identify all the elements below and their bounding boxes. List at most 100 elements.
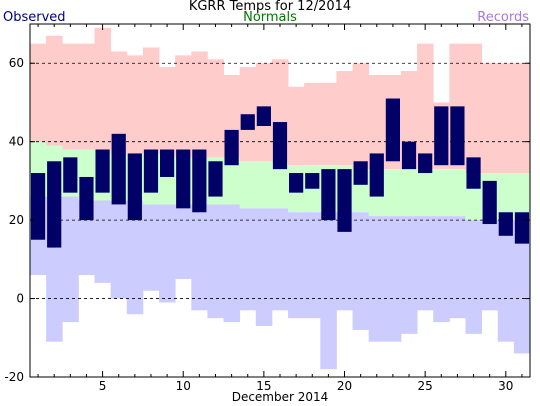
observed-bar <box>353 161 368 185</box>
observed-bar <box>385 98 400 162</box>
record-high-band <box>191 51 208 158</box>
x-tick-label: 10 <box>176 379 191 393</box>
legend-records: Records <box>477 10 529 25</box>
observed-bar <box>47 161 62 248</box>
x-tick-label: 20 <box>337 379 352 393</box>
y-tick-label: 20 <box>9 213 24 227</box>
observed-bar <box>111 133 126 205</box>
record-low-band <box>433 216 450 323</box>
observed-bar <box>176 149 191 209</box>
y-tick-label: 40 <box>9 135 24 149</box>
observed-bar <box>337 169 352 232</box>
record-high-band <box>110 51 128 154</box>
record-low-band <box>320 212 337 370</box>
legend-observed: Observed <box>3 10 66 25</box>
record-low-band <box>304 212 321 319</box>
record-high-band <box>465 43 483 174</box>
record-low-band <box>368 216 386 342</box>
record-high-band <box>513 63 531 174</box>
observed-bar <box>289 173 304 193</box>
y-tick-label: 60 <box>9 56 24 70</box>
record-high-band <box>207 59 224 158</box>
observed-bar <box>450 106 465 166</box>
normal-band <box>497 173 515 221</box>
observed-bar <box>498 212 513 236</box>
observed-bar <box>160 149 175 177</box>
record-low-band <box>384 216 402 342</box>
observed-bar <box>224 129 239 166</box>
normal-band <box>384 169 402 217</box>
observed-bar <box>466 157 481 189</box>
record-high-band <box>336 71 353 166</box>
y-tick-label: -20 <box>4 370 24 384</box>
record-high-band <box>352 63 370 170</box>
observed-bars <box>30 98 530 248</box>
x-tick-label: 25 <box>418 379 433 393</box>
record-low-band <box>400 216 418 334</box>
normal-band <box>255 161 273 209</box>
record-high-band <box>94 27 112 150</box>
record-low-band <box>159 204 176 303</box>
record-low-band <box>271 208 289 311</box>
record-low-band <box>465 220 483 334</box>
record-low-band <box>142 204 160 291</box>
observed-bar <box>514 212 530 244</box>
record-low-band <box>449 216 466 319</box>
record-low-band <box>207 204 224 319</box>
record-high-band <box>159 67 176 154</box>
normal-band <box>400 169 418 217</box>
record-low-band <box>417 216 434 311</box>
observed-bar <box>272 122 288 170</box>
record-high-band <box>142 47 160 154</box>
record-low-band <box>481 220 499 311</box>
axes <box>29 23 531 378</box>
normal-band <box>223 157 241 205</box>
normal-band <box>449 169 466 217</box>
legend-normals: Normals <box>243 10 297 25</box>
observed-bar <box>95 149 110 193</box>
observed-bar <box>401 141 417 170</box>
record-high-band <box>320 82 337 166</box>
record-low-band <box>62 196 79 323</box>
observed-bar <box>192 149 207 213</box>
record-low-band <box>255 208 273 327</box>
observed-bar <box>143 149 159 193</box>
record-high-band <box>126 55 144 154</box>
record-high-band <box>78 43 95 150</box>
x-axis-label: December 2014 <box>231 390 329 404</box>
record-high-band <box>175 55 192 158</box>
record-high-band <box>30 43 47 142</box>
chart-title: KGRR Temps for 12/2014 <box>188 0 352 14</box>
record-high-band <box>239 67 257 162</box>
observed-bar <box>79 176 94 221</box>
normal-band <box>239 161 257 209</box>
record-low-band <box>110 200 128 299</box>
normal-band <box>417 169 434 217</box>
record-high-band <box>46 35 63 146</box>
record-low-band <box>126 200 144 315</box>
record-low-band <box>352 212 370 330</box>
observed-bar <box>369 153 384 197</box>
observed-bar <box>321 169 336 221</box>
observed-bar <box>127 153 142 221</box>
record-high-band <box>417 43 434 170</box>
observed-bar <box>240 114 255 130</box>
record-low-band <box>239 208 257 311</box>
observed-bar <box>434 106 449 166</box>
observed-bar <box>482 180 497 225</box>
normal-band <box>513 173 531 221</box>
record-low-band <box>336 212 353 311</box>
tick-labels: -20 0 20 40 60 5 10 15 20 25 30 <box>4 56 513 393</box>
x-tick-label: 5 <box>99 379 107 393</box>
record-low-band <box>223 204 241 323</box>
observed-bar <box>30 173 46 240</box>
x-tick-label: 15 <box>256 379 271 393</box>
record-high-band <box>288 86 305 166</box>
observed-bar <box>256 106 271 126</box>
record-low-band <box>497 220 515 342</box>
y-tick-label: 0 <box>16 292 24 306</box>
record-low-band <box>94 200 112 283</box>
observed-bar <box>418 153 433 174</box>
x-tick-label: 30 <box>498 379 513 393</box>
record-high-band <box>62 43 79 150</box>
